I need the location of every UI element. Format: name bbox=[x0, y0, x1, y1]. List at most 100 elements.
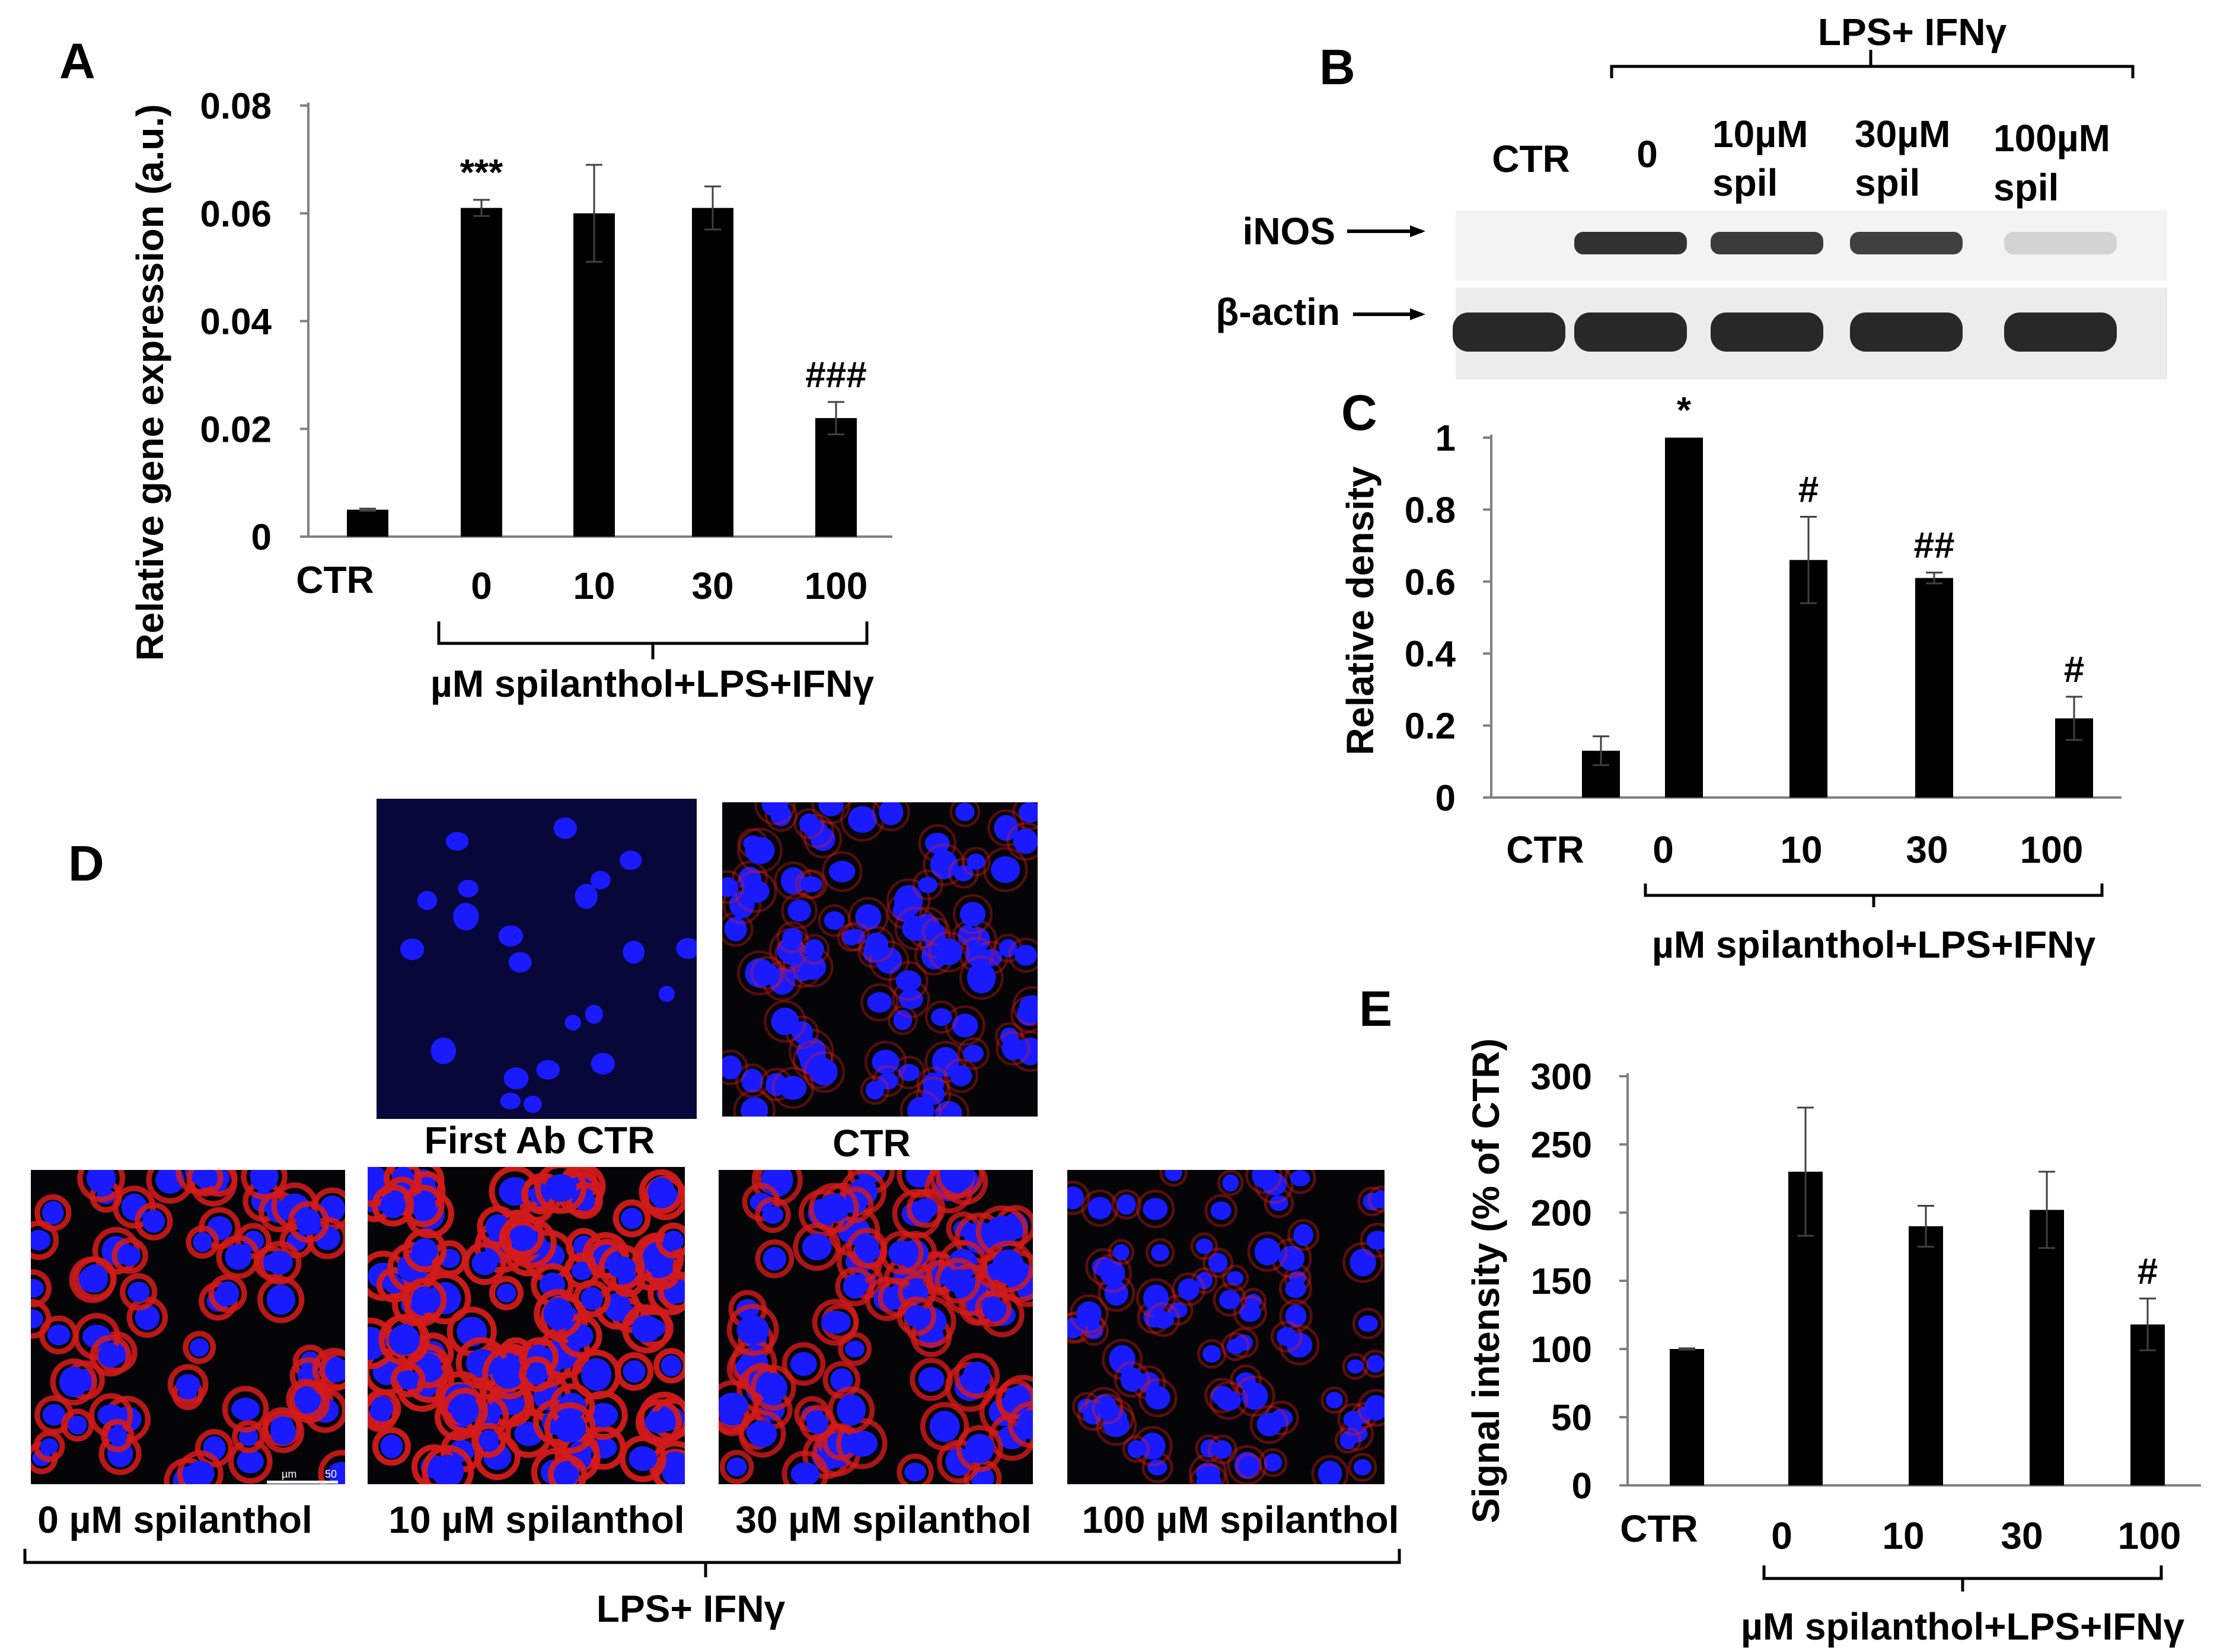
cell-nucleus bbox=[741, 1069, 764, 1093]
cell-membrane bbox=[372, 1427, 411, 1466]
cell-nucleus bbox=[623, 940, 645, 964]
cell-membrane bbox=[764, 1000, 806, 1043]
cell-nucleus bbox=[1366, 1230, 1385, 1250]
cell-nucleus bbox=[471, 1251, 498, 1275]
chart-e-error-bar bbox=[1797, 1106, 1814, 1237]
cell-membrane bbox=[257, 1240, 302, 1285]
cell-nucleus bbox=[380, 1192, 406, 1219]
cell-nucleus bbox=[108, 1426, 127, 1445]
cell-membrane bbox=[949, 802, 981, 828]
cell-nucleus bbox=[400, 938, 425, 961]
cell-nucleus bbox=[846, 929, 865, 945]
cell-membrane bbox=[1172, 1272, 1206, 1306]
micrograph-ctr bbox=[722, 802, 1038, 1117]
cell-membrane bbox=[319, 1350, 345, 1390]
cell-nucleus bbox=[1120, 1367, 1144, 1392]
cell-nucleus bbox=[620, 1207, 643, 1229]
blot-lane-label: CTR bbox=[1492, 138, 1570, 180]
cell-nucleus bbox=[1195, 1238, 1213, 1254]
cell-nucleus bbox=[1350, 1248, 1376, 1277]
cell-membrane bbox=[996, 1031, 1031, 1066]
cell-membrane bbox=[126, 1296, 168, 1338]
cell-nucleus bbox=[805, 939, 824, 960]
blot-lane-label-line2: spil bbox=[1855, 161, 1920, 204]
cell-membrane bbox=[1202, 1247, 1233, 1278]
blot-band bbox=[1850, 232, 1963, 254]
cell-membrane bbox=[1270, 1321, 1303, 1353]
cell-nucleus bbox=[588, 1403, 618, 1428]
cell-membrane bbox=[1249, 1405, 1289, 1444]
chart-a-y-tick-label: 0.06 bbox=[200, 194, 272, 235]
cell-nucleus bbox=[1213, 1440, 1232, 1459]
cell-membrane bbox=[1146, 1302, 1181, 1337]
cell-nucleus bbox=[410, 1192, 436, 1219]
chart-a-y-tick-label: 0.08 bbox=[200, 86, 272, 127]
cell-nucleus bbox=[42, 1201, 64, 1225]
cell-nucleus bbox=[564, 1015, 581, 1031]
cell-nucleus bbox=[818, 802, 844, 817]
chart-a-category-label: 30 bbox=[691, 565, 733, 607]
blot-lane-label: 100µM bbox=[1993, 117, 2110, 160]
cell-membrane bbox=[1162, 1294, 1194, 1326]
cell-nucleus bbox=[1318, 1460, 1342, 1484]
cell-membrane bbox=[858, 926, 895, 963]
cell-nucleus bbox=[1013, 828, 1038, 854]
cell-nucleus bbox=[575, 884, 598, 909]
panel-label-b: B bbox=[1319, 39, 1355, 95]
cell-nucleus bbox=[855, 904, 882, 930]
cell-membrane bbox=[1284, 1170, 1316, 1194]
cell-membrane bbox=[722, 870, 745, 904]
cell-nucleus bbox=[1285, 1305, 1307, 1327]
cell-nucleus bbox=[994, 815, 1018, 841]
cell-membrane bbox=[186, 1170, 224, 1197]
cell-membrane bbox=[956, 1425, 1003, 1472]
cell-membrane bbox=[372, 1184, 414, 1227]
cell-membrane bbox=[31, 1299, 52, 1339]
cell-membrane bbox=[544, 1402, 596, 1454]
blot-band bbox=[1711, 232, 1823, 254]
blot-row-label-inos: iNOS bbox=[1243, 210, 1335, 253]
cell-nucleus bbox=[492, 1357, 525, 1389]
cell-membrane bbox=[781, 1342, 826, 1386]
cell-nucleus bbox=[1098, 1399, 1118, 1418]
cell-membrane bbox=[953, 1353, 1000, 1399]
cell-membrane bbox=[1279, 1325, 1320, 1366]
cell-nucleus bbox=[893, 1010, 913, 1031]
chart-e-y-tick-label: 300 bbox=[1531, 1057, 1592, 1098]
cell-membrane bbox=[1217, 1170, 1244, 1197]
cell-nucleus bbox=[848, 806, 877, 833]
cell-membrane bbox=[1227, 1445, 1268, 1484]
cell-membrane bbox=[232, 1420, 266, 1453]
chart-e-bar bbox=[1909, 1226, 1943, 1485]
cell-nucleus bbox=[802, 1233, 832, 1261]
cell-membrane bbox=[390, 1362, 426, 1398]
chart-c-y-tick-label: 0.2 bbox=[1405, 706, 1456, 747]
cell-nucleus bbox=[604, 1293, 631, 1321]
chart-e-category-label: 10 bbox=[1882, 1514, 1924, 1557]
chart-e-category-label: 30 bbox=[2001, 1514, 2043, 1557]
cell-membrane bbox=[872, 802, 910, 831]
cell-nucleus bbox=[953, 865, 974, 882]
cell-nucleus bbox=[553, 817, 577, 839]
cell-membrane bbox=[811, 802, 851, 824]
chart-a-error-bar bbox=[586, 164, 602, 263]
chart-a-bar bbox=[573, 213, 615, 537]
cell-membrane bbox=[619, 1435, 666, 1482]
cell-nucleus bbox=[451, 1396, 479, 1425]
cell-membrane bbox=[961, 847, 991, 877]
cell-membrane bbox=[781, 1450, 829, 1484]
cell-nucleus bbox=[967, 962, 996, 994]
cell-membrane bbox=[1357, 1187, 1385, 1217]
cell-membrane bbox=[781, 892, 818, 929]
cell-nucleus bbox=[1151, 1244, 1169, 1261]
chart-c-y-tick-label: 0 bbox=[1436, 778, 1456, 819]
cell-nucleus bbox=[631, 1315, 662, 1342]
cell-nucleus bbox=[1208, 1252, 1228, 1273]
cell-nucleus bbox=[190, 1338, 209, 1357]
cell-nucleus bbox=[918, 1367, 945, 1392]
cell-nucleus bbox=[47, 1324, 71, 1345]
cell-membrane bbox=[1360, 1223, 1385, 1258]
cell-membrane bbox=[262, 1411, 305, 1453]
cell-membrane bbox=[910, 1358, 953, 1401]
cell-membrane bbox=[33, 1430, 65, 1462]
